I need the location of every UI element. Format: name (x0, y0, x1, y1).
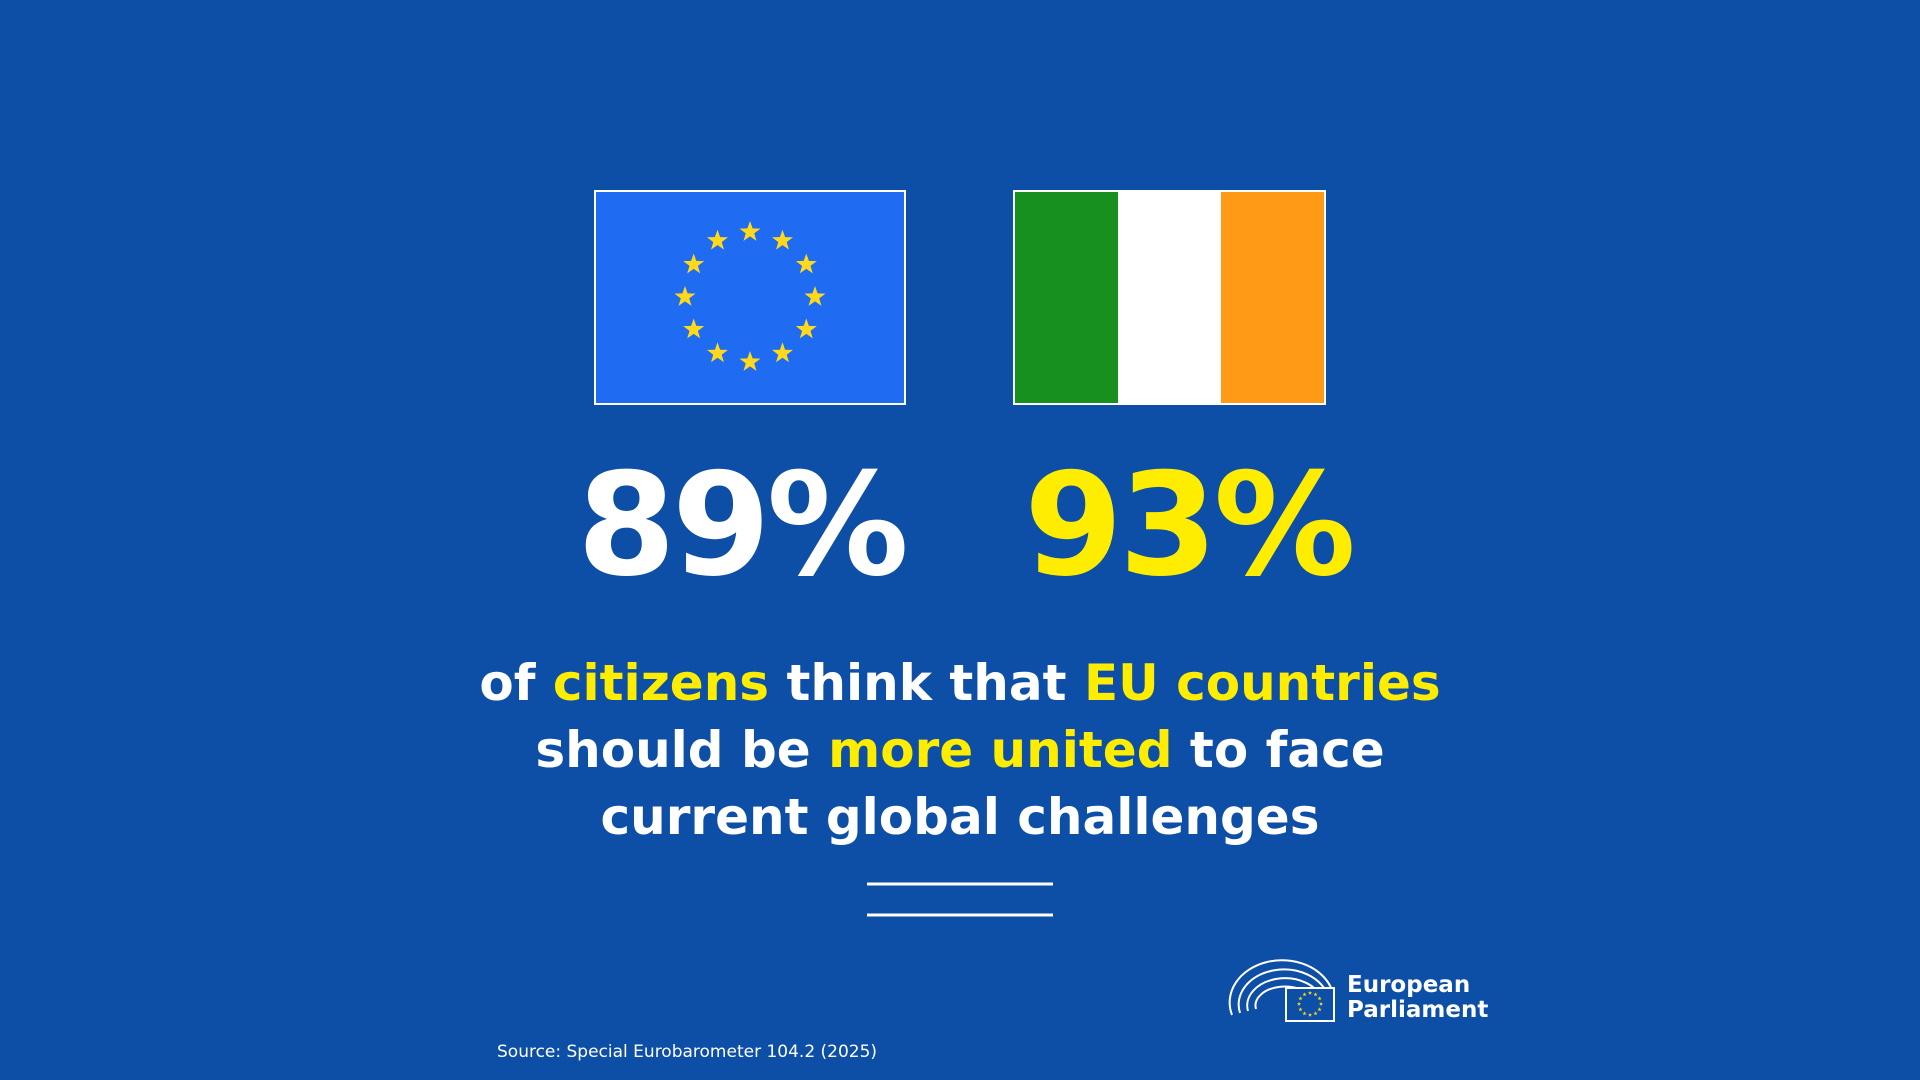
star (1302, 992, 1307, 997)
star (1302, 1011, 1307, 1016)
star (683, 253, 705, 274)
star (707, 342, 728, 363)
star (804, 286, 826, 306)
headline-line: current global challenges (360, 784, 1560, 851)
star (1313, 1011, 1318, 1016)
star (795, 253, 817, 274)
eu-flag (594, 190, 906, 405)
stat-value: 89% (577, 443, 909, 608)
star (1307, 1012, 1313, 1017)
highlight-text: citizens (552, 654, 770, 712)
star (1317, 1007, 1322, 1012)
irish-flag (1013, 190, 1326, 405)
stat-value: 93% (1024, 443, 1356, 608)
star (1318, 1001, 1324, 1006)
star (1313, 992, 1318, 997)
logo-line: Parliament (1347, 997, 1489, 1023)
star (772, 229, 793, 250)
star (683, 318, 705, 339)
logo-emblem (1228, 959, 1335, 1022)
star (1298, 1007, 1303, 1012)
source: Source: Special Eurobarometer 104.2 (202… (497, 1042, 878, 1062)
text: to face (1189, 721, 1385, 779)
headline-line: should be more united to face (360, 717, 1560, 784)
logo-line: European (1347, 972, 1471, 998)
star (1307, 990, 1313, 995)
text: of (479, 654, 536, 712)
star (795, 318, 817, 339)
text: should be (535, 721, 811, 779)
logo-text: European Parliament (1347, 973, 1488, 1023)
star (1317, 996, 1322, 1001)
text: current global challenges (600, 788, 1320, 846)
text: think that (786, 654, 1067, 712)
star (739, 351, 761, 371)
star (707, 229, 728, 250)
star (739, 221, 761, 241)
star (1298, 996, 1303, 1001)
star (1296, 1001, 1302, 1006)
logo-stars (1296, 990, 1324, 1017)
headline: of citizens think that EU countries shoul… (360, 650, 1560, 851)
highlight-text: more united (828, 721, 1173, 779)
star (772, 342, 793, 363)
headline-line: of citizens think that EU countries (360, 650, 1560, 717)
star (674, 286, 696, 306)
highlight-text: EU countries (1083, 654, 1441, 712)
